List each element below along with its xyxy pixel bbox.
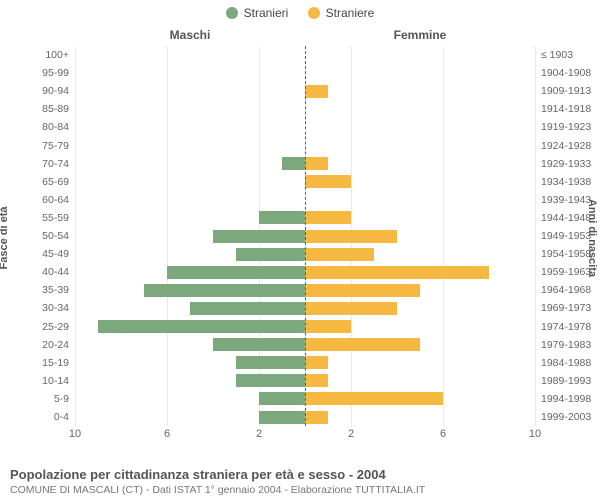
year-label: ≤ 1903 [541, 49, 573, 61]
year-label: 1974-1978 [541, 321, 591, 333]
bar-male [236, 248, 305, 261]
age-label: 15-19 [5, 357, 69, 369]
footer-title: Popolazione per cittadinanza straniera p… [10, 467, 386, 482]
year-label: 1909-1913 [541, 85, 591, 97]
year-label: 1989-1993 [541, 375, 591, 387]
age-label: 45-49 [5, 248, 69, 260]
year-label: 1964-1968 [541, 284, 591, 296]
age-label: 75-79 [5, 140, 69, 152]
age-label: 60-64 [5, 194, 69, 206]
age-label: 80-84 [5, 121, 69, 133]
year-label: 1914-1918 [541, 103, 591, 115]
legend-male-label: Stranieri [244, 6, 289, 20]
age-label: 35-39 [5, 284, 69, 296]
gridline [535, 46, 536, 426]
bar-female [305, 356, 328, 369]
center-line [305, 46, 306, 426]
bar-female [305, 175, 351, 188]
bar-female [305, 211, 351, 224]
bar-male [259, 211, 305, 224]
age-label: 50-54 [5, 230, 69, 242]
age-label: 40-44 [5, 266, 69, 278]
age-label: 70-74 [5, 158, 69, 170]
age-label: 95-99 [5, 67, 69, 79]
bar-female [305, 338, 420, 351]
x-tick-right: 2 [348, 428, 354, 440]
year-label: 1934-1938 [541, 176, 591, 188]
year-label: 1904-1908 [541, 67, 591, 79]
year-label: 1939-1943 [541, 194, 591, 206]
bar-male [190, 302, 305, 315]
bar-male [259, 411, 305, 424]
year-label: 1919-1923 [541, 121, 591, 133]
bar-male [236, 374, 305, 387]
heading-maschi: Maschi [75, 28, 305, 42]
bar-male [98, 320, 305, 333]
year-label: 1924-1928 [541, 140, 591, 152]
legend-male: Stranieri [226, 6, 289, 20]
year-label: 1929-1933 [541, 158, 591, 170]
bar-female [305, 266, 489, 279]
bar-female [305, 284, 420, 297]
bar-male [144, 284, 305, 297]
year-label: 1999-2003 [541, 411, 591, 423]
age-label: 55-59 [5, 212, 69, 224]
bar-female [305, 411, 328, 424]
bar-female [305, 374, 328, 387]
bar-male [236, 356, 305, 369]
age-label: 20-24 [5, 339, 69, 351]
footer-sub: COMUNE DI MASCALI (CT) - Dati ISTAT 1° g… [10, 484, 425, 496]
bar-male [213, 230, 305, 243]
year-label: 1979-1983 [541, 339, 591, 351]
year-label: 1984-1988 [541, 357, 591, 369]
x-tick-right: 6 [440, 428, 446, 440]
bar-male [213, 338, 305, 351]
age-label: 85-89 [5, 103, 69, 115]
age-label: 65-69 [5, 176, 69, 188]
chart-area: Maschi Femmine Fasce di età Anni di nasc… [0, 28, 600, 448]
bar-female [305, 392, 443, 405]
bar-female [305, 230, 397, 243]
bar-female [305, 302, 397, 315]
age-label: 0-4 [5, 411, 69, 423]
legend: Stranieri Straniere [0, 6, 600, 22]
x-tick-left: 10 [69, 428, 81, 440]
bar-female [305, 157, 328, 170]
age-label: 10-14 [5, 375, 69, 387]
age-label: 100+ [5, 49, 69, 61]
year-label: 1944-1948 [541, 212, 591, 224]
age-label: 90-94 [5, 85, 69, 97]
legend-female: Straniere [308, 6, 375, 20]
x-tick-left: 2 [256, 428, 262, 440]
year-label: 1959-1963 [541, 266, 591, 278]
bar-male [282, 157, 305, 170]
year-label: 1994-1998 [541, 393, 591, 405]
bar-female [305, 248, 374, 261]
bar-male [259, 392, 305, 405]
age-label: 30-34 [5, 302, 69, 314]
bar-male [167, 266, 305, 279]
heading-femmine: Femmine [305, 28, 535, 42]
x-tick-left: 6 [164, 428, 170, 440]
legend-male-swatch [226, 7, 238, 19]
legend-female-label: Straniere [326, 6, 375, 20]
year-label: 1954-1958 [541, 248, 591, 260]
age-label: 25-29 [5, 321, 69, 333]
plot-region: 100+≤ 190395-991904-190890-941909-191385… [75, 46, 535, 426]
age-label: 5-9 [5, 393, 69, 405]
x-tick-right: 10 [529, 428, 541, 440]
legend-female-swatch [308, 7, 320, 19]
year-label: 1949-1953 [541, 230, 591, 242]
bar-female [305, 85, 328, 98]
bar-female [305, 320, 351, 333]
year-label: 1969-1973 [541, 302, 591, 314]
